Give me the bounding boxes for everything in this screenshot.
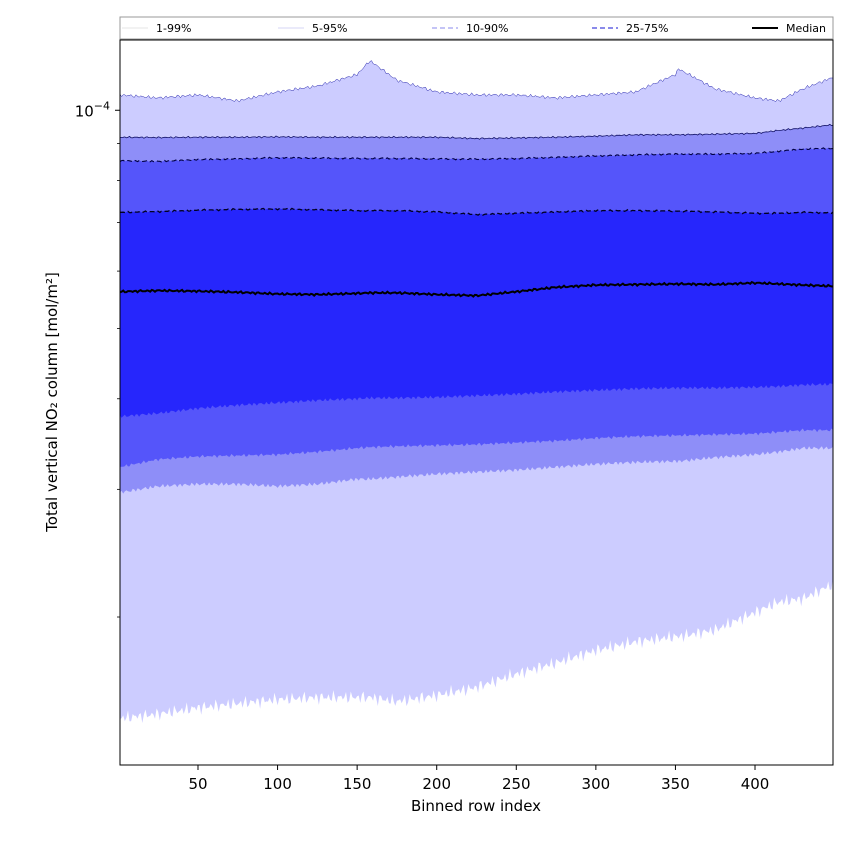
legend-frame [119, 16, 834, 40]
line-upper-10-to-90-pct [120, 147, 833, 163]
x-axis-label: Binned row index [411, 797, 541, 815]
line-upper-5-to-95-pct [120, 123, 833, 140]
y-tick-label: 10−4 [75, 99, 110, 120]
x-tick-label: 350 [661, 775, 690, 793]
x-tick-label: 200 [422, 775, 451, 793]
legend-label: Median [786, 22, 826, 35]
legend-label: 10-90% [466, 22, 508, 35]
line-upper-1-to-99-pct [120, 60, 833, 103]
legend-label: 5-95% [312, 22, 347, 35]
legend: 1-99% 5-95% 10-90% 25-75% Median [119, 16, 834, 40]
x-axis: 50 100 150 200 250 300 350 400 [188, 765, 769, 793]
x-tick-label: 400 [741, 775, 770, 793]
band-25-to-75-pct [120, 208, 833, 418]
x-tick-label: 300 [582, 775, 611, 793]
line-median [120, 280, 833, 298]
x-tick-label: 250 [502, 775, 531, 793]
x-tick-label: 150 [343, 775, 372, 793]
x-tick-label: 100 [263, 775, 292, 793]
plot-frame [119, 39, 834, 766]
y-axis-label: Total vertical NO₂ column [mol/m²] [43, 272, 61, 533]
y-axis: 10−4 [75, 99, 120, 618]
legend-label: 25-75% [626, 22, 668, 35]
line-upper-25-to-75-pct [120, 207, 833, 216]
x-tick-label: 50 [188, 775, 207, 793]
line-layer [120, 60, 833, 298]
band-layer [120, 60, 833, 724]
legend-label: 1-99% [156, 22, 191, 35]
